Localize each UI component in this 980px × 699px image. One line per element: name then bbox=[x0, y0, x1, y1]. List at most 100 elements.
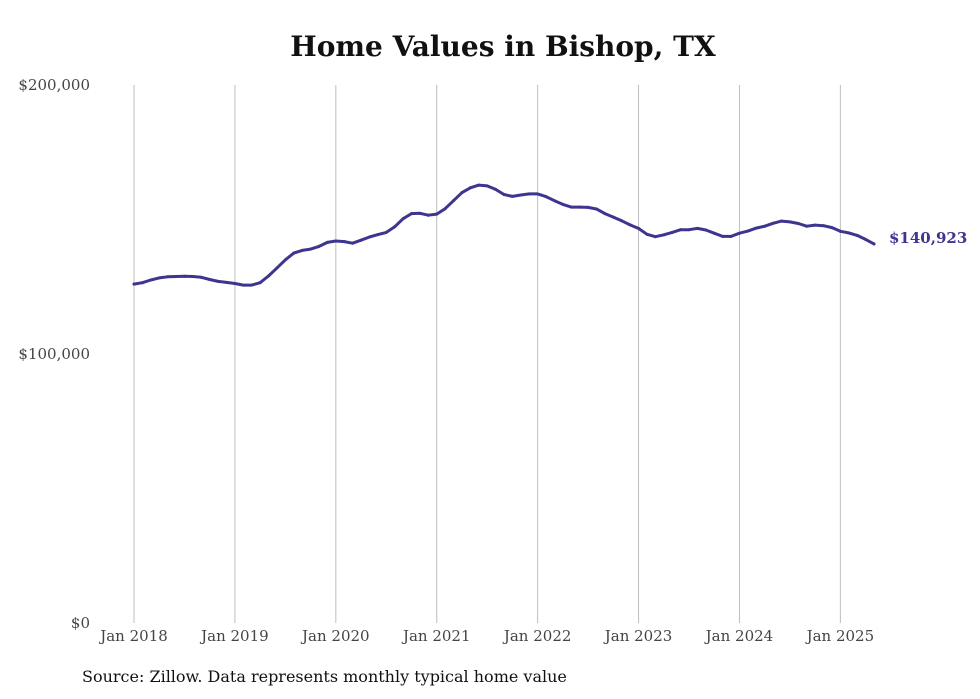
data-point bbox=[502, 192, 506, 196]
data-point bbox=[468, 186, 472, 190]
data-point bbox=[216, 279, 220, 283]
y-tick-label: $100,000 bbox=[18, 345, 90, 363]
data-point bbox=[267, 274, 271, 278]
data-point bbox=[283, 258, 287, 262]
data-point bbox=[721, 234, 725, 238]
data-point bbox=[603, 212, 607, 216]
data-point bbox=[275, 266, 279, 270]
data-point bbox=[174, 275, 178, 279]
data-point bbox=[225, 280, 228, 284]
series-layer: $140,923 bbox=[132, 183, 967, 287]
data-point bbox=[426, 213, 430, 217]
data-point bbox=[628, 223, 632, 227]
x-axis: Jan 2018 Jan 2019 Jan 2020 Jan 2021 Jan 2022… bbox=[98, 627, 874, 645]
x-tick-label: Jan 2024 bbox=[704, 627, 774, 645]
data-point bbox=[443, 207, 447, 211]
x-tick-label: Jan 2022 bbox=[502, 627, 572, 645]
data-point bbox=[578, 205, 582, 209]
series-line bbox=[132, 183, 876, 287]
data-point bbox=[367, 235, 371, 239]
y-tick-label: $200,000 bbox=[18, 76, 90, 94]
data-point bbox=[351, 241, 355, 245]
data-point bbox=[544, 195, 548, 199]
data-point bbox=[822, 224, 826, 228]
data-point bbox=[317, 244, 321, 248]
data-point bbox=[662, 233, 666, 237]
data-point bbox=[695, 226, 699, 230]
source-note: Source: Zillow. Data represents monthly … bbox=[82, 667, 567, 686]
data-point bbox=[637, 226, 641, 230]
data-point bbox=[838, 229, 842, 233]
data-point bbox=[595, 207, 598, 211]
data-point bbox=[754, 226, 758, 230]
x-tick-label: Jan 2021 bbox=[401, 627, 471, 645]
data-point bbox=[670, 230, 674, 234]
end-value-label: $140,923 bbox=[889, 229, 967, 247]
data-point bbox=[309, 247, 313, 251]
grid-lines bbox=[133, 85, 841, 623]
data-point bbox=[746, 229, 750, 233]
data-point bbox=[393, 225, 397, 229]
data-point bbox=[166, 275, 170, 279]
data-point bbox=[620, 219, 624, 223]
x-tick-label: Jan 2019 bbox=[199, 627, 269, 645]
data-point bbox=[687, 228, 691, 232]
data-point bbox=[864, 237, 868, 241]
data-point bbox=[410, 212, 413, 216]
data-point bbox=[325, 240, 329, 244]
data-point bbox=[401, 217, 405, 221]
data-point bbox=[342, 240, 346, 244]
data-point bbox=[460, 191, 464, 195]
data-point bbox=[418, 211, 422, 215]
line-chart: $0$100,000$200,000 Jan 2018 Jan 2019 Jan 2… bbox=[18, 76, 967, 645]
data-point bbox=[561, 202, 565, 206]
x-tick-label: Jan 2025 bbox=[805, 627, 875, 645]
data-point bbox=[796, 222, 800, 226]
data-point bbox=[712, 231, 716, 235]
data-point bbox=[199, 275, 203, 279]
x-tick-label: Jan 2018 bbox=[98, 627, 168, 645]
data-point bbox=[132, 282, 136, 286]
data-point bbox=[536, 192, 540, 196]
data-point bbox=[334, 239, 338, 243]
data-point bbox=[208, 277, 212, 281]
data-point bbox=[729, 234, 733, 238]
data-point bbox=[805, 224, 809, 228]
data-point bbox=[300, 248, 304, 252]
data-point bbox=[149, 278, 153, 282]
data-point bbox=[359, 238, 363, 242]
data-point bbox=[452, 199, 456, 203]
data-point bbox=[250, 283, 254, 287]
data-point bbox=[191, 275, 195, 279]
data-point bbox=[788, 220, 792, 224]
data-point bbox=[645, 232, 649, 236]
data-point bbox=[510, 194, 514, 198]
data-point bbox=[182, 274, 186, 278]
data-point bbox=[847, 231, 851, 235]
data-point bbox=[763, 224, 767, 228]
data-point bbox=[653, 235, 657, 239]
data-point bbox=[855, 233, 859, 237]
data-point bbox=[485, 184, 489, 188]
data-point bbox=[586, 205, 590, 209]
data-point bbox=[813, 223, 817, 227]
data-point bbox=[157, 276, 161, 280]
data-point bbox=[569, 205, 573, 209]
data-point bbox=[140, 281, 144, 285]
data-point bbox=[780, 219, 783, 223]
data-point bbox=[241, 283, 245, 287]
data-point bbox=[830, 226, 834, 230]
data-point bbox=[527, 192, 531, 196]
data-point bbox=[435, 212, 439, 216]
data-point bbox=[679, 228, 683, 232]
data-point bbox=[704, 228, 708, 232]
x-tick-label: Jan 2020 bbox=[300, 627, 370, 645]
data-point bbox=[872, 242, 876, 246]
y-axis: $0 $100,000 $200,000 bbox=[18, 76, 90, 632]
data-point bbox=[233, 282, 237, 286]
data-point bbox=[258, 281, 262, 285]
data-point bbox=[771, 221, 775, 225]
data-point bbox=[611, 215, 615, 219]
y-tick-label: $0 bbox=[71, 614, 90, 632]
data-point bbox=[519, 193, 523, 197]
